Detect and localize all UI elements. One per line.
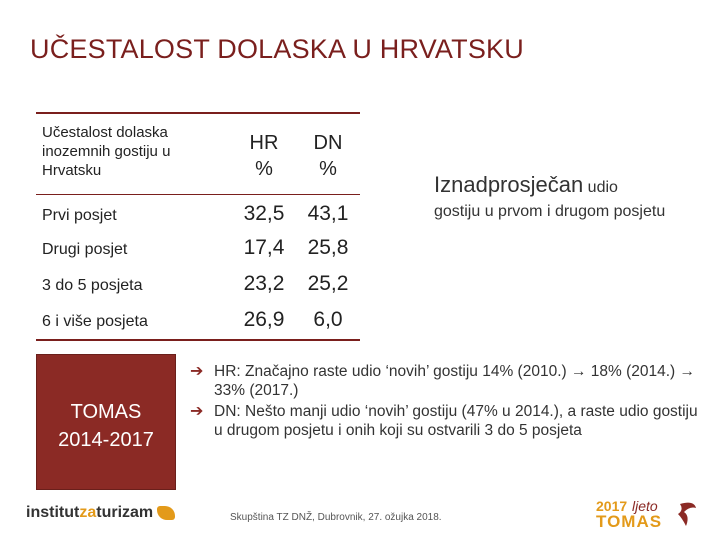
side-note: Iznadprosječan udio gostiju u prvom i dr… xyxy=(434,172,684,222)
tomas-brand-logo: 2017 ljeto TOMAS xyxy=(596,498,706,532)
row-value-hr: 23,2 xyxy=(243,272,285,295)
table-row: Drugi posjet 17,4 25,8 xyxy=(36,232,360,266)
row-label: Prvi posjet xyxy=(42,207,117,224)
table-bottom-rule xyxy=(36,339,360,341)
table-header-hr-text: HR % xyxy=(249,132,279,180)
table-row: 6 i više posjeta 26,9 6,0 xyxy=(36,304,360,338)
bullet-list: ➔ HR: Značajno raste udio ‘novih’ gostij… xyxy=(190,362,700,442)
row-value-hr: 17,4 xyxy=(243,236,285,259)
row-value-dn: 25,8 xyxy=(307,236,349,259)
brand-swoosh-icon xyxy=(678,502,696,526)
row-label: 3 do 5 posjeta xyxy=(42,277,143,294)
side-note-small: udio xyxy=(587,179,618,196)
brand-ljeto: ljeto xyxy=(632,498,658,514)
logo-text-3: turizam xyxy=(96,504,154,521)
row-value-dn: 6,0 xyxy=(313,308,343,331)
logo-text-1: institut xyxy=(26,504,80,521)
table-row: Prvi posjet 32,5 43,1 xyxy=(36,198,360,232)
brand-name: TOMAS xyxy=(596,512,663,531)
table-header-hr: HR % xyxy=(234,130,294,182)
tomas-box-line2: 2014-2017 xyxy=(58,429,154,451)
arrow-icon: ➔ xyxy=(190,363,204,380)
page-title: UČESTALOST DOLASKA U HRVATSKU xyxy=(30,34,524,64)
logo-mark-icon xyxy=(157,505,176,520)
tomas-box: TOMAS 2014-2017 xyxy=(36,354,176,490)
logo-text-2: za xyxy=(79,504,97,521)
table-header-dn-text: DN % xyxy=(313,132,343,180)
bullet-item: ➔ HR: Značajno raste udio ‘novih’ gostij… xyxy=(190,362,700,400)
brand-year: 2017 xyxy=(596,498,628,514)
table-header-label: Učestalost dolaska inozemnih gostiju u H… xyxy=(42,124,171,179)
row-value-dn: 25,2 xyxy=(307,272,349,295)
table-header-rule xyxy=(36,194,360,195)
row-value-hr: 26,9 xyxy=(243,308,285,331)
footer-text: Skupština TZ DNŽ, Dubrovnik, 27. ožujka … xyxy=(230,512,442,523)
bullet-item: ➔ DN: Nešto manji udio ‘novih’ gostiju (… xyxy=(190,402,700,440)
institute-logo: institutzaturizam xyxy=(26,504,176,522)
table-row: 3 do 5 posjeta 23,2 25,2 xyxy=(36,268,360,302)
arrow-icon: ➔ xyxy=(190,403,204,420)
row-value-hr: 32,5 xyxy=(243,202,285,225)
bullet-text: DN: Nešto manji udio ‘novih’ gostiju (47… xyxy=(214,403,698,439)
bullet-text: HR: Značajno raste udio ‘novih’ gostiju … xyxy=(214,363,696,399)
row-value-dn: 43,1 xyxy=(307,202,349,225)
table-top-rule xyxy=(36,112,360,114)
tomas-box-line1: TOMAS xyxy=(70,401,142,423)
row-label: Drugi posjet xyxy=(42,241,128,258)
side-note-big: Iznadprosječan xyxy=(434,172,584,197)
table-header-dn: DN % xyxy=(298,130,358,182)
side-note-rest: gostiju u prvom i drugom posjetu xyxy=(434,203,666,220)
row-label: 6 i više posjeta xyxy=(42,313,148,330)
